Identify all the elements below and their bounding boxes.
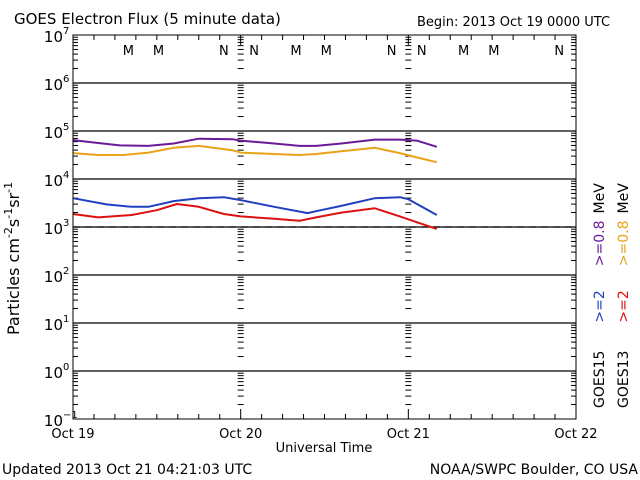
mn-marker: M (290, 44, 301, 59)
legend-item: >=0.8 (616, 220, 632, 266)
legend-satellite: GOES13 (616, 351, 632, 408)
mn-marker: M (321, 44, 332, 59)
y-tick-label: 10 (44, 316, 63, 334)
x-tick-label: Oct 22 (554, 427, 597, 442)
mn-marker: N (554, 44, 564, 59)
legend-item: >=0.8 (592, 220, 608, 266)
mn-marker: N (219, 44, 229, 59)
mn-marker: M (458, 44, 469, 59)
y-axis-label-text: Particles cm-2s-1sr-1 (2, 182, 23, 335)
y-label-unit: sr (4, 192, 23, 207)
legend-item: MeV (616, 183, 632, 214)
legend-text: GOES13 >=2 >=0.8 MeV (616, 183, 632, 408)
series-group (72, 137, 438, 230)
series-line-3 (72, 196, 438, 216)
mn-marker: M (488, 44, 499, 59)
y-tick-label: 10 (44, 124, 63, 142)
begin-label: Begin: 2013 Oct 19 0000 UTC (417, 15, 610, 30)
y-tick-label: 10 (44, 76, 63, 94)
y-tick-exponent: 7 (63, 26, 69, 37)
legend-item: >=2 (592, 290, 608, 322)
y-tick-label: 10 (44, 172, 63, 190)
y-label-exponent: -2 (2, 227, 15, 238)
series-line-2 (72, 144, 438, 164)
mn-marker: N (417, 44, 427, 59)
y-axis-label: Particles cm-2s-1sr-1 (2, 182, 23, 335)
y-tick-label: 10 (44, 412, 63, 430)
y-label-unit: Particles cm (4, 238, 23, 335)
source-credit: NOAA/SWPC Boulder, CO USA (430, 462, 639, 478)
series-line-1 (72, 137, 438, 148)
y-tick-label: 10 (44, 28, 63, 46)
y-tick-label: 10 (44, 268, 63, 286)
legend-column-goes15: GOES15 >=2 >=0.8 MeV (592, 183, 608, 408)
y-label-unit: s (4, 219, 23, 227)
y-tick-exponent: 1 (63, 314, 69, 325)
x-tick-label: Oct 20 (219, 427, 262, 442)
y-tick-exponent: −1 (63, 410, 78, 421)
mn-marker: N (387, 44, 397, 59)
series-line-4 (72, 203, 438, 230)
mn-marker: M (123, 44, 134, 59)
x-tick-label: Oct 19 (51, 427, 94, 442)
x-axis-label: Universal Time (276, 441, 373, 456)
y-label-exponent: -1 (2, 208, 15, 219)
chart-title: GOES Electron Flux (5 minute data) (14, 10, 281, 28)
legend-satellite: GOES15 (592, 351, 608, 408)
y-tick-label: 10 (44, 364, 63, 382)
y-label-exponent: -1 (2, 182, 15, 193)
legend-item: >=2 (616, 290, 632, 322)
x-tick-label: Oct 21 (387, 427, 430, 442)
legend-text: GOES15 >=2 >=0.8 MeV (592, 183, 608, 408)
grid-lines (73, 82, 576, 372)
y-tick-exponent: 2 (63, 266, 69, 277)
mn-marker: N (249, 44, 259, 59)
plot-frame (72, 34, 577, 420)
y-tick-label: 10 (44, 220, 63, 238)
updated-timestamp: Updated 2013 Oct 21 04:21:03 UTC (2, 462, 252, 478)
y-tick-exponent: 6 (63, 74, 69, 85)
legend-column-goes13: GOES13 >=2 >=0.8 MeV (616, 183, 632, 408)
mn-marker: M (153, 44, 164, 59)
y-tick-exponent: 5 (63, 122, 69, 133)
y-tick-exponent: 0 (63, 362, 69, 373)
legend-item: MeV (592, 183, 608, 214)
x-axis-ticks: Oct 19 Oct 20 Oct 21 Oct 22 (51, 35, 598, 442)
y-tick-exponent: 3 (63, 218, 69, 229)
legend: GOES15 >=2 >=0.8 MeV GOES13 >=2 >=0.8 MeV (592, 183, 632, 408)
y-tick-exponent: 4 (63, 170, 69, 181)
